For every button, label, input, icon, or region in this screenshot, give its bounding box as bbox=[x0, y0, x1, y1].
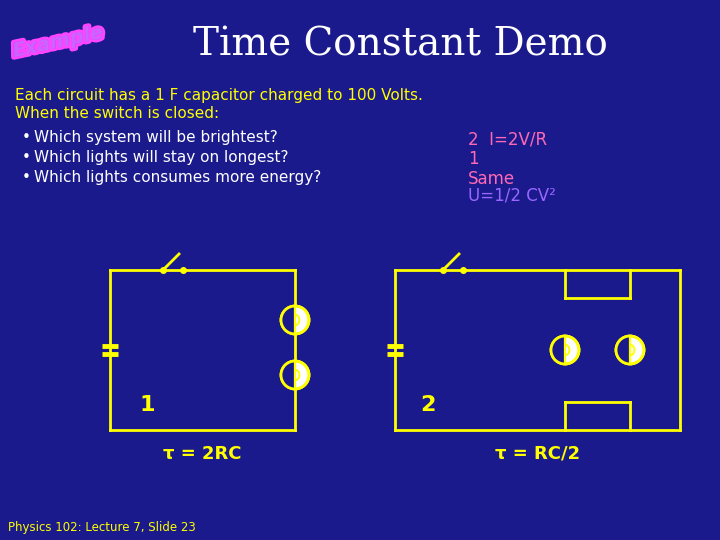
Text: Time Constant Demo: Time Constant Demo bbox=[192, 26, 608, 64]
Text: U=1/2 CV²: U=1/2 CV² bbox=[468, 186, 556, 204]
Text: •: • bbox=[22, 150, 31, 165]
Circle shape bbox=[616, 336, 644, 364]
Text: Physics 102: Lecture 7, Slide 23: Physics 102: Lecture 7, Slide 23 bbox=[8, 521, 196, 534]
Wedge shape bbox=[281, 361, 295, 389]
Circle shape bbox=[551, 336, 579, 364]
Text: •: • bbox=[22, 170, 31, 185]
Circle shape bbox=[281, 361, 309, 389]
Text: 1: 1 bbox=[468, 150, 479, 168]
Text: 1: 1 bbox=[140, 395, 156, 415]
Text: Example: Example bbox=[10, 23, 106, 61]
Text: Which lights consumes more energy?: Which lights consumes more energy? bbox=[34, 170, 321, 185]
Text: Which system will be brightest?: Which system will be brightest? bbox=[34, 130, 278, 145]
Text: •: • bbox=[22, 130, 31, 145]
Wedge shape bbox=[551, 336, 565, 364]
Text: 2: 2 bbox=[420, 395, 436, 415]
Text: When the switch is closed:: When the switch is closed: bbox=[15, 106, 219, 121]
Wedge shape bbox=[281, 306, 295, 334]
Text: τ = 2RC: τ = 2RC bbox=[163, 445, 242, 463]
Text: Example: Example bbox=[10, 23, 106, 61]
Text: τ = RC/2: τ = RC/2 bbox=[495, 445, 580, 463]
Wedge shape bbox=[616, 336, 630, 364]
Text: Which lights will stay on longest?: Which lights will stay on longest? bbox=[34, 150, 289, 165]
Circle shape bbox=[281, 306, 309, 334]
Text: 2  I=2V/R: 2 I=2V/R bbox=[468, 130, 547, 148]
Text: Each circuit has a 1 F capacitor charged to 100 Volts.: Each circuit has a 1 F capacitor charged… bbox=[15, 88, 423, 103]
Text: Same: Same bbox=[468, 170, 515, 188]
